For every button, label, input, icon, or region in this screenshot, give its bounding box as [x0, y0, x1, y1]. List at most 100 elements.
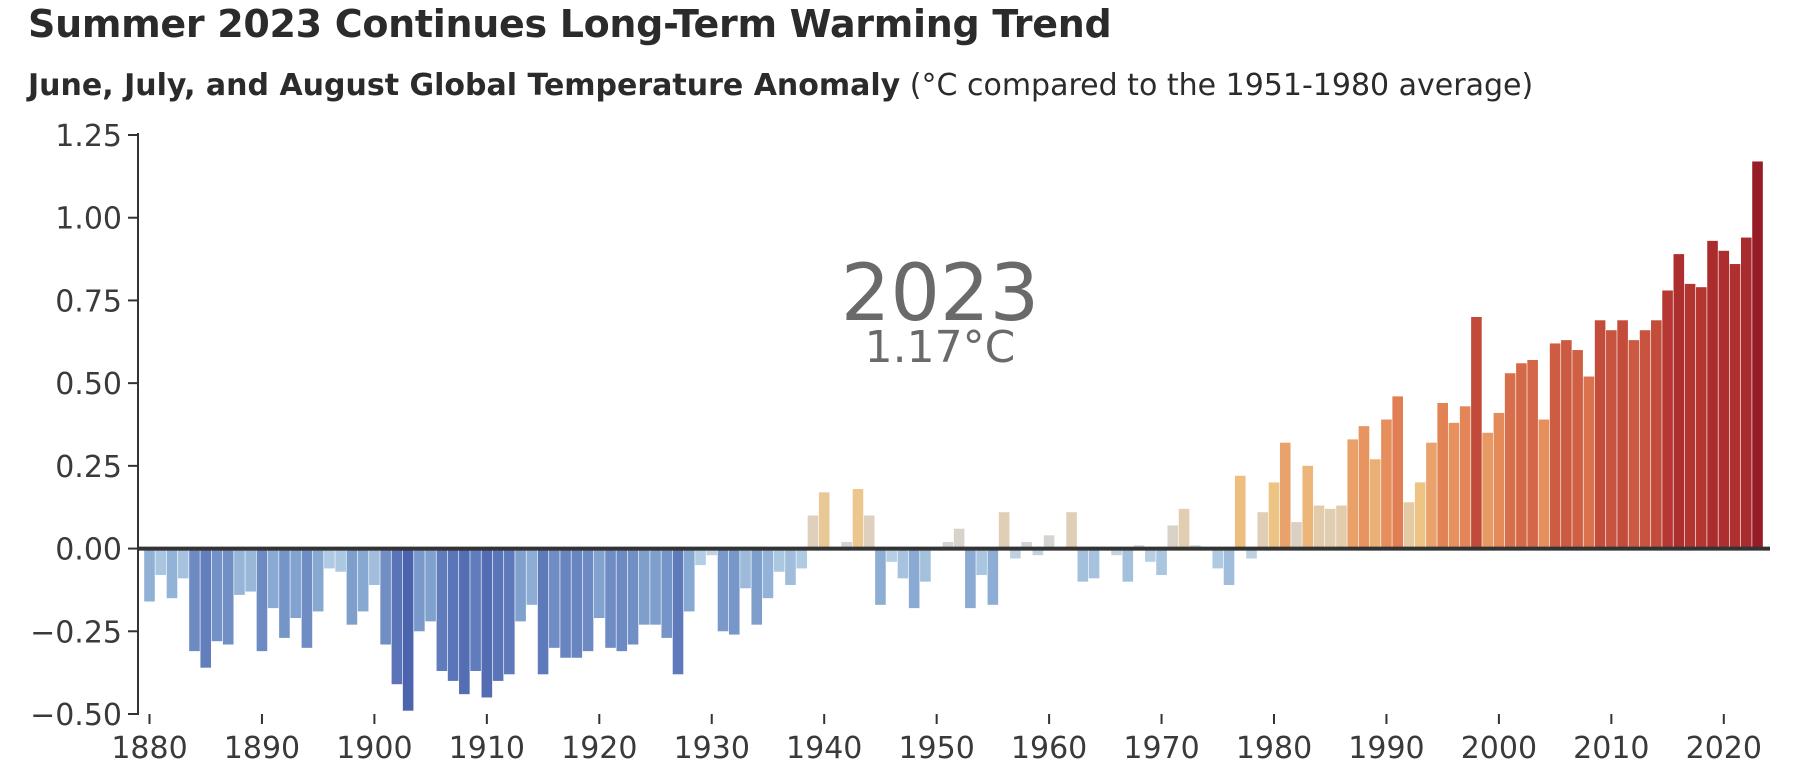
chart-subtitle: June, July, and August Global Temperatur… — [28, 68, 1533, 103]
bar-1902 — [391, 548, 403, 685]
bars-group — [144, 161, 1763, 711]
bar-1917 — [560, 548, 571, 658]
bar-1958 — [1021, 541, 1032, 549]
bar-2004 — [1538, 419, 1550, 549]
subtitle-bold: June, July, and August Global Temperatur… — [28, 68, 901, 103]
bar-1916 — [549, 548, 560, 648]
bar-1889 — [245, 548, 256, 592]
bar-2021 — [1729, 264, 1741, 549]
bar-1993 — [1414, 482, 1426, 549]
bar-1930 — [706, 548, 718, 556]
bar-1937 — [785, 548, 796, 585]
y-tick-label: 0.25 — [55, 450, 122, 485]
bar-1976 — [1223, 548, 1235, 585]
y-tick-label: 0.00 — [55, 533, 122, 568]
bar-2014 — [1651, 320, 1662, 549]
x-tick-label: 1920 — [561, 731, 637, 766]
bar-1953 — [965, 548, 976, 609]
bar-2008 — [1583, 376, 1595, 549]
bar-1894 — [301, 548, 313, 648]
bar-1982 — [1291, 522, 1302, 549]
bar-2019 — [1707, 240, 1718, 549]
bar-2009 — [1594, 320, 1606, 549]
x-tick-label: 2000 — [1461, 731, 1537, 766]
bar-1994 — [1426, 442, 1437, 549]
annotation-year: 2023 — [841, 249, 1040, 339]
bar-1910 — [481, 548, 493, 698]
bar-1984 — [1313, 505, 1325, 549]
bar-1999 — [1482, 432, 1493, 549]
x-tick-label: 2020 — [1686, 731, 1762, 766]
bar-1980 — [1268, 482, 1280, 549]
bar-1896 — [324, 548, 335, 569]
bar-1899 — [357, 548, 369, 612]
subtitle-units: (°C compared to the 1951-1980 average) — [909, 68, 1534, 103]
x-tick-label: 1900 — [336, 731, 412, 766]
bar-2018 — [1696, 287, 1707, 549]
bar-1966 — [1111, 548, 1122, 556]
bar-1885 — [200, 548, 212, 668]
bar-1918 — [571, 548, 583, 658]
x-tick-label: 2010 — [1573, 731, 1649, 766]
bar-1939 — [807, 515, 819, 549]
bar-1975 — [1212, 548, 1224, 569]
y-tick-label: 1.25 — [55, 119, 122, 154]
bar-1934 — [751, 548, 763, 625]
bar-1988 — [1358, 426, 1370, 549]
y-tick-label: −0.25 — [30, 615, 122, 650]
bar-1989 — [1369, 459, 1381, 549]
bar-1900 — [369, 548, 380, 585]
annotation-value: 1.17°C — [865, 322, 1016, 373]
x-tick-label: 1880 — [111, 731, 187, 766]
bar-1964 — [1088, 548, 1100, 579]
bar-1959 — [1032, 548, 1044, 556]
bar-1987 — [1347, 439, 1359, 549]
bar-1914 — [526, 548, 538, 605]
bar-1935 — [762, 548, 774, 599]
bar-2013 — [1639, 330, 1651, 549]
bar-1990 — [1381, 419, 1392, 549]
bar-1969 — [1145, 548, 1156, 562]
bar-1904 — [414, 548, 425, 632]
bar-2000 — [1493, 412, 1505, 549]
bar-1897 — [335, 548, 346, 572]
bar-1923 — [627, 548, 639, 645]
bar-2003 — [1527, 359, 1538, 549]
bar-1925 — [650, 548, 661, 625]
bar-1947 — [897, 548, 909, 579]
bar-1940 — [818, 492, 830, 549]
bar-1996 — [1448, 422, 1460, 549]
bar-1992 — [1403, 502, 1415, 549]
bar-1945 — [875, 548, 886, 605]
bar-1954 — [976, 548, 987, 576]
x-tick-label: 1930 — [674, 731, 750, 766]
bar-1998 — [1471, 316, 1482, 549]
bar-2022 — [1740, 237, 1752, 549]
bar-1924 — [638, 548, 650, 625]
bar-1960 — [1043, 535, 1055, 549]
bar-2010 — [1606, 330, 1617, 549]
bar-1929 — [695, 548, 706, 566]
bar-1944 — [863, 515, 875, 549]
bar-1891 — [267, 548, 279, 609]
x-tick-label: 1940 — [786, 731, 862, 766]
x-tick-label: 1910 — [449, 731, 525, 766]
bar-1948 — [908, 548, 920, 609]
bar-1926 — [661, 548, 673, 638]
bar-1983 — [1302, 465, 1314, 549]
bar-2023 — [1752, 161, 1763, 549]
bar-1943 — [852, 489, 864, 549]
bar-2005 — [1549, 343, 1561, 549]
y-tick-label: 0.50 — [55, 367, 122, 402]
bar-1912 — [504, 548, 515, 675]
bar-1911 — [492, 548, 504, 681]
bar-1967 — [1122, 548, 1134, 582]
bar-1997 — [1459, 406, 1471, 549]
bar-2006 — [1561, 340, 1572, 549]
bar-1942 — [841, 541, 852, 549]
bar-1970 — [1156, 548, 1167, 576]
bar-2012 — [1628, 340, 1640, 549]
bar-1952 — [953, 528, 965, 549]
bar-1880 — [144, 548, 155, 602]
